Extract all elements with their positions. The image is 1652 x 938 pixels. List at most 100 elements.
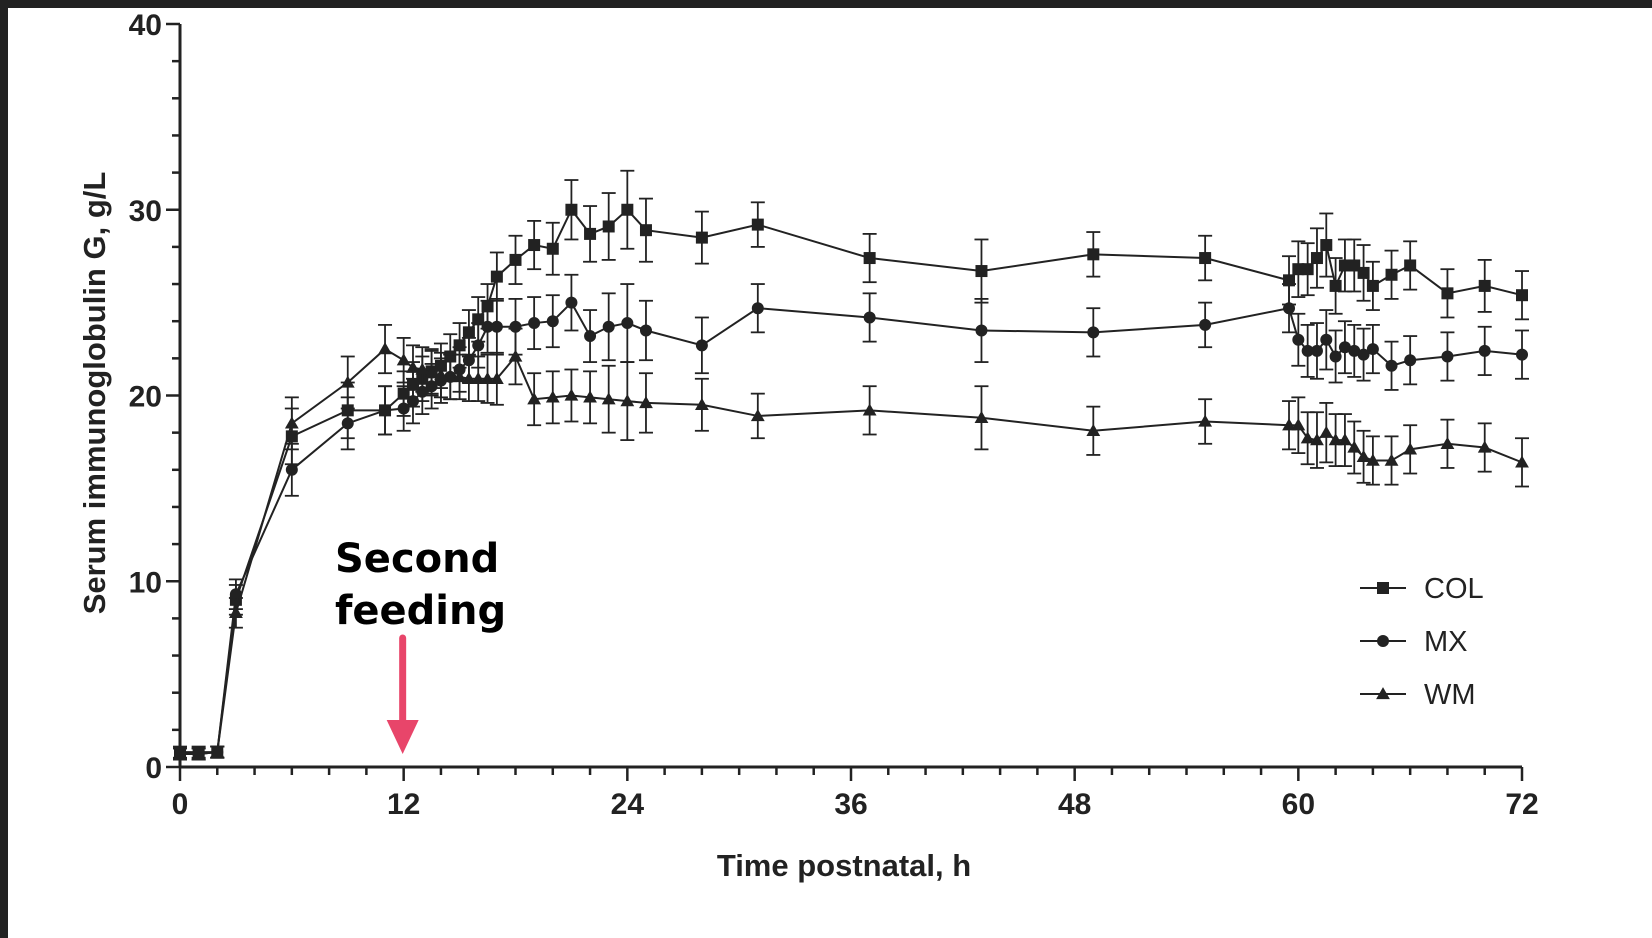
data-point [751, 218, 764, 231]
data-point [452, 370, 467, 383]
data-point [285, 463, 298, 476]
data-point [1301, 263, 1314, 276]
x-tick-label: 12 [387, 788, 420, 821]
data-point [509, 253, 522, 266]
data-point [639, 396, 653, 409]
data-point [210, 745, 225, 758]
data-point [378, 342, 392, 355]
data-point [1441, 287, 1454, 300]
series-mx [173, 273, 1529, 761]
data-point [1086, 423, 1101, 436]
data-point [1329, 350, 1342, 363]
legend-marker [1377, 635, 1389, 647]
data-point [1320, 239, 1333, 252]
data-point [462, 371, 476, 384]
x-tick-label: 72 [1505, 788, 1538, 821]
data-point [1199, 252, 1212, 265]
data-point [750, 409, 765, 422]
data-point [1283, 302, 1296, 315]
y-axis-title: Serum immunoglobulin G, g/L [77, 172, 112, 615]
data-point [1310, 252, 1323, 265]
data-point [1357, 348, 1370, 361]
data-point [509, 320, 522, 333]
data-point [1357, 266, 1370, 279]
y-tick-label: 10 [129, 566, 162, 599]
x-axis-title: Time postnatal, h [717, 848, 971, 883]
data-point [481, 320, 494, 333]
data-point [639, 224, 652, 237]
data-point [472, 339, 485, 352]
data-point [1328, 433, 1343, 446]
data-point [695, 339, 708, 352]
data-point [1366, 279, 1379, 292]
data-point [1282, 418, 1296, 431]
data-point [341, 417, 354, 430]
x-tick-label: 0 [172, 788, 189, 821]
data-point [621, 317, 634, 330]
data-point [1329, 279, 1342, 292]
data-point [1365, 453, 1380, 466]
data-point [1478, 279, 1491, 292]
data-point [863, 252, 876, 265]
data-point [397, 402, 410, 415]
data-point [564, 388, 579, 401]
x-tick-label: 48 [1058, 788, 1091, 821]
data-point [546, 242, 559, 255]
data-point [1198, 414, 1213, 427]
data-point [489, 371, 504, 384]
data-point [975, 265, 988, 278]
data-point [1338, 259, 1351, 272]
data-point [1348, 344, 1361, 357]
data-point [1087, 248, 1100, 261]
data-point [173, 747, 187, 760]
data-point [1348, 259, 1361, 272]
series-line [180, 207, 1523, 754]
data-point [1319, 425, 1334, 438]
data-point [565, 296, 578, 309]
data-point [490, 320, 503, 333]
data-point [1199, 318, 1212, 331]
data-point [379, 404, 392, 417]
data-point [974, 410, 989, 423]
legend-marker [1377, 582, 1389, 594]
annotation-text: Second [335, 536, 499, 582]
legend: COL MX WM [1360, 573, 1484, 711]
data-point [639, 324, 652, 337]
x-tick-label: 24 [611, 788, 645, 821]
data-point [1441, 350, 1454, 363]
data-point [424, 366, 439, 379]
data-point [229, 605, 243, 619]
x-tick-label: 60 [1282, 788, 1315, 821]
data-point [1440, 436, 1455, 449]
legend-label: MX [1424, 626, 1468, 658]
series-col [173, 169, 1529, 759]
data-point [527, 392, 542, 405]
data-point [1087, 326, 1100, 339]
data-point [1310, 433, 1324, 446]
data-point [1292, 333, 1305, 346]
data-point [453, 339, 466, 352]
data-point [528, 239, 541, 252]
data-point [1515, 455, 1529, 468]
data-point [1516, 289, 1528, 302]
data-point [480, 371, 495, 384]
data-point [1403, 442, 1418, 455]
data-point [694, 397, 709, 410]
data-point [1300, 431, 1315, 444]
legend-item-wm: WM [1360, 679, 1476, 711]
data-point [1356, 449, 1371, 462]
data-point [1516, 348, 1528, 361]
data-point [620, 394, 635, 407]
data-point [471, 371, 486, 384]
data-point [751, 302, 764, 315]
data-point [462, 326, 475, 339]
data-point [340, 375, 355, 388]
data-point [1477, 440, 1492, 453]
data-point [1385, 268, 1398, 281]
x-tick-label: 36 [834, 788, 867, 821]
data-point [602, 220, 615, 233]
data-point [695, 231, 708, 244]
data-point [406, 395, 419, 408]
data-point [1301, 344, 1314, 357]
data-point [1291, 418, 1306, 431]
